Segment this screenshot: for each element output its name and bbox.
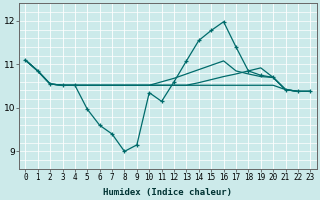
X-axis label: Humidex (Indice chaleur): Humidex (Indice chaleur): [103, 188, 232, 197]
